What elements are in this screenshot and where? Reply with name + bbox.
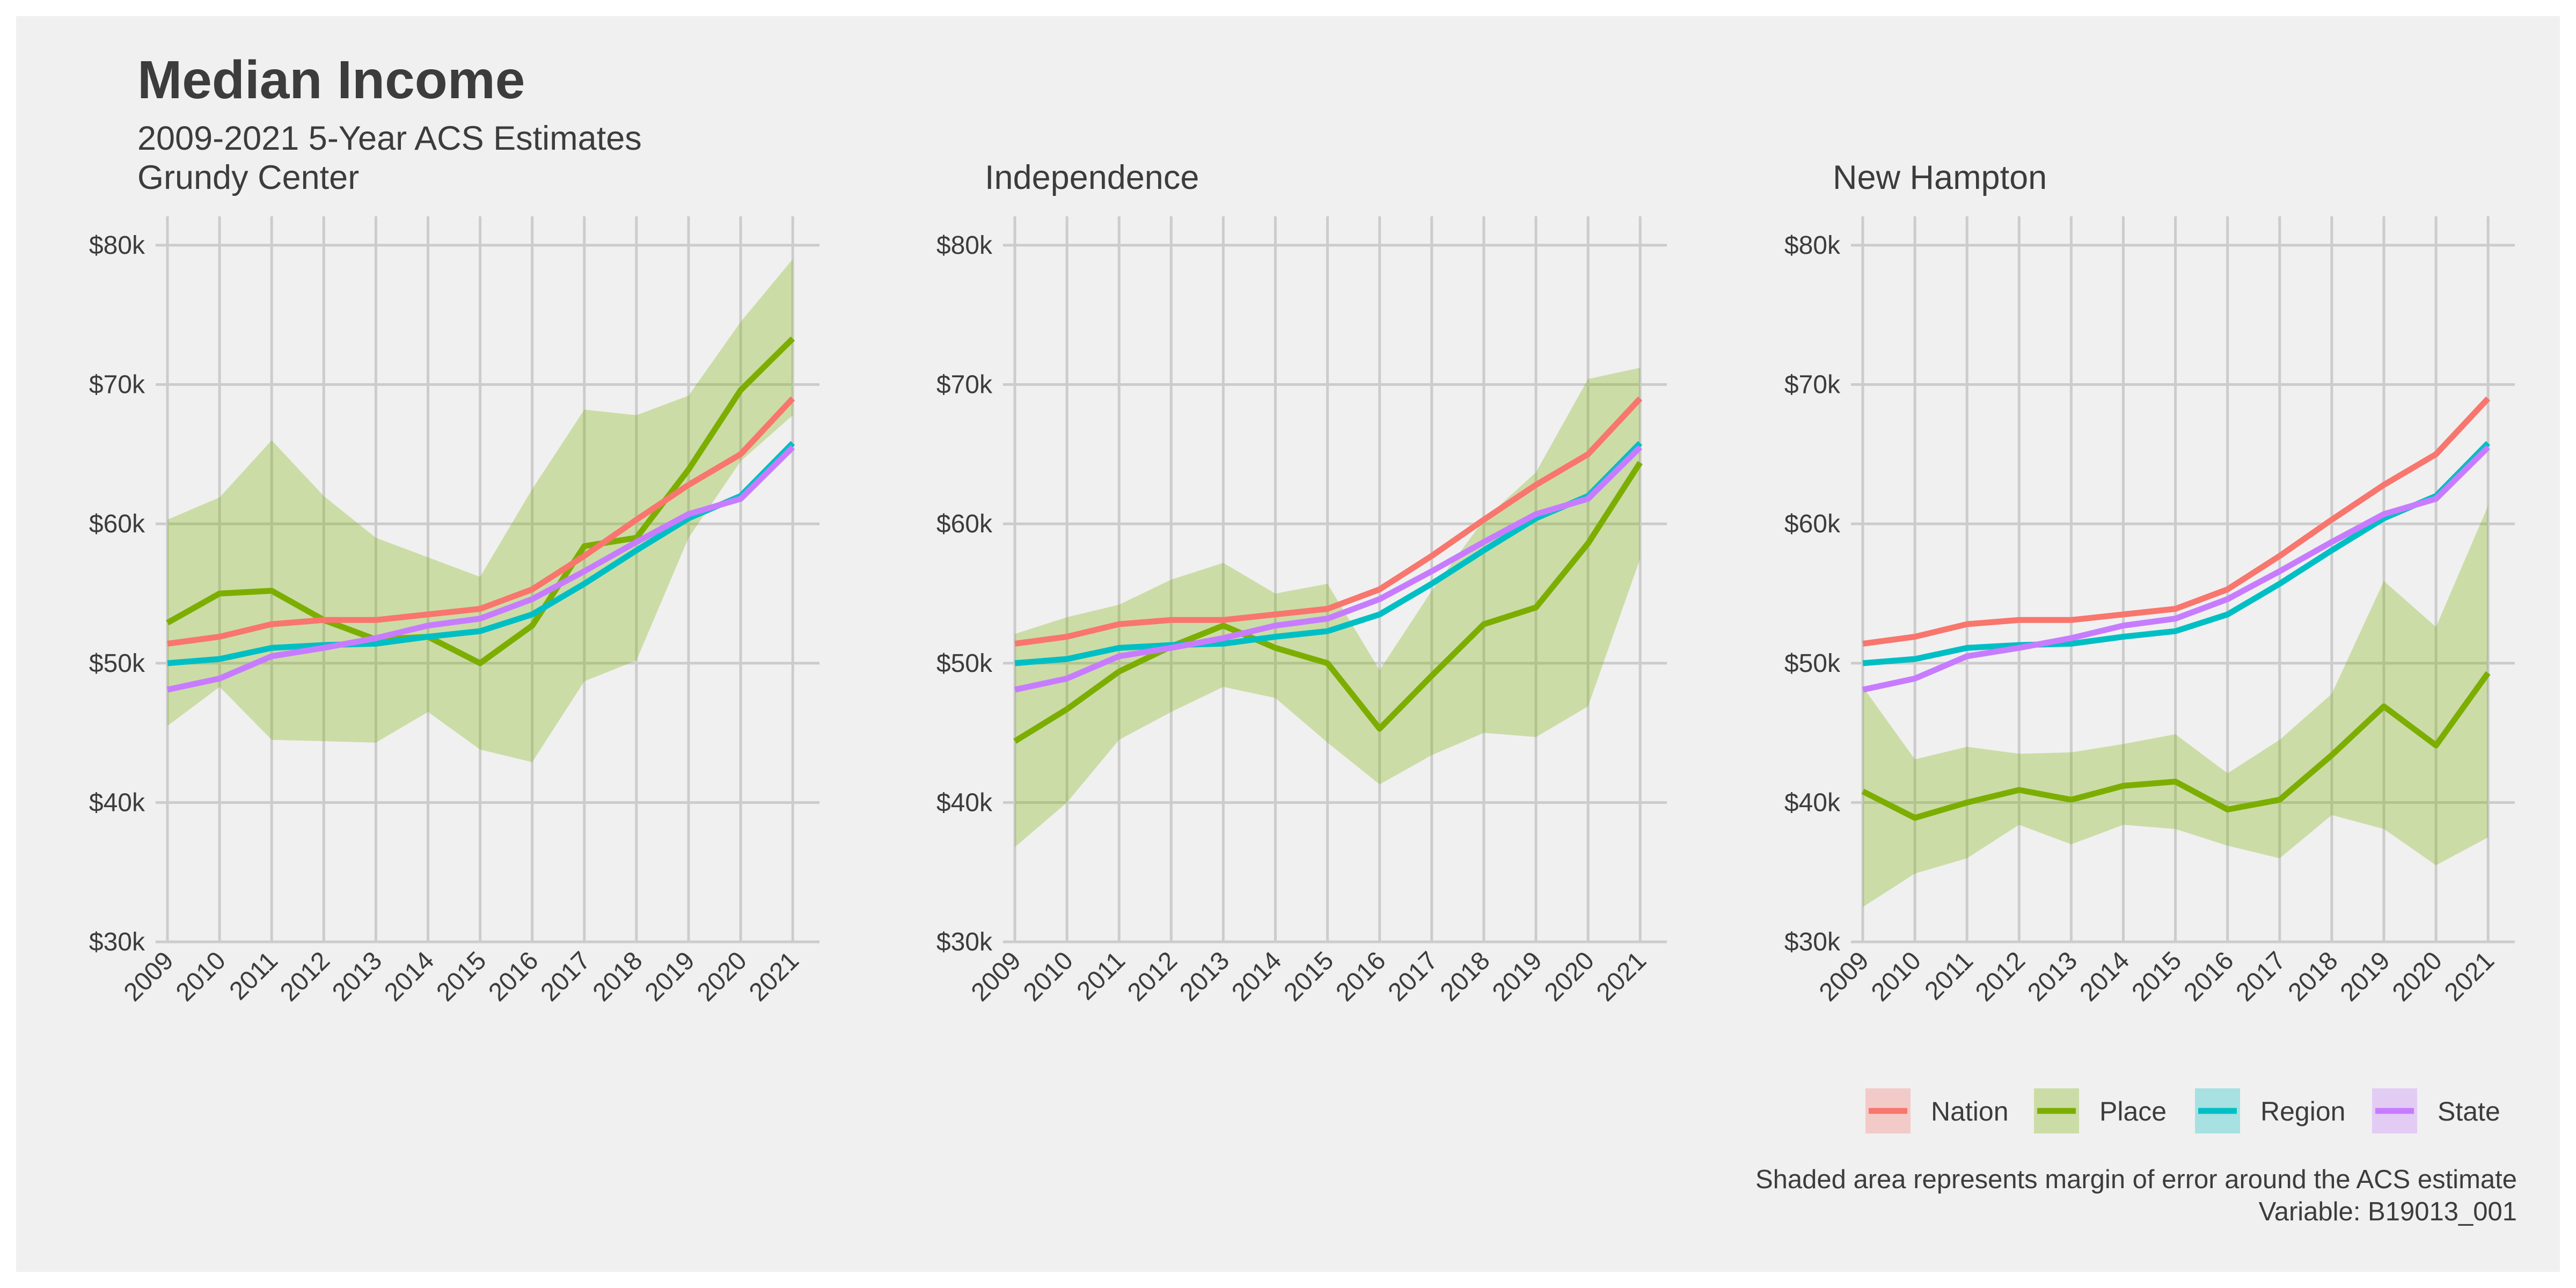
panel-grundy-center-ytick-80000: $80k [89, 231, 145, 260]
panel-new-hampton-ytick-40000: $40k [1784, 788, 1841, 817]
panel-new-hampton-line-region [1862, 441, 2491, 667]
panel-independence-xtick-2010: 2010 [1018, 946, 1079, 1007]
panel-independence-xtick-2018: 2018 [1435, 946, 1496, 1007]
panel-new-hampton-moe-band [1863, 506, 2489, 908]
panel-grundy-center-xtick-2019: 2019 [640, 946, 700, 1007]
chart-caption: Shaded area represents margin of error a… [1755, 1163, 2517, 1228]
panel-grundy-center-xtick-2020: 2020 [692, 946, 752, 1007]
panel-grundy-center-ytick-60000: $60k [89, 510, 145, 538]
panel-independence-ytick-60000: $60k [936, 510, 993, 538]
panel-independence-ytick-50000: $50k [936, 649, 993, 678]
panel-independence-line-region [1014, 441, 1643, 667]
panel-new-hampton-xtick-2013: 2013 [2022, 946, 2083, 1007]
panel-new-hampton-xtick-2014: 2014 [2074, 946, 2135, 1007]
panel-new-hampton-ytick-80000: $80k [1784, 231, 1841, 260]
panel-new-hampton-xtick-2015: 2015 [2126, 946, 2187, 1007]
panel-grundy-center-xtick-2013: 2013 [327, 946, 387, 1007]
chart-subtitle: 2009-2021 5-Year ACS Estimates [137, 120, 642, 157]
panel-new-hampton-xtick-2018: 2018 [2283, 946, 2344, 1007]
panel-new-hampton-ytick-30000: $30k [1784, 928, 1841, 956]
panel-new-hampton-xtick-2010: 2010 [1866, 946, 1927, 1007]
panel-new-hampton-xtick-2020: 2020 [2387, 946, 2448, 1007]
legend-label-region: Region [2260, 1096, 2345, 1126]
panel-grundy-center-xtick-2017: 2017 [536, 946, 596, 1007]
panel-independence-line-state [1014, 445, 1643, 693]
panel-independence-title: Independence [985, 159, 1199, 196]
panel-new-hampton-title: New Hampton [1833, 159, 2047, 196]
panel-grundy-center-xtick-2010: 2010 [171, 946, 231, 1007]
panel-grundy-center-xtick-2016: 2016 [483, 946, 544, 1007]
panel-new-hampton-xtick-2012: 2012 [1970, 946, 2031, 1007]
legend-label-nation: Nation [1931, 1096, 2009, 1126]
panel-new-hampton-line-state [1862, 445, 2491, 693]
panel-new-hampton-ytick-50000: $50k [1784, 649, 1841, 678]
panel-grundy-center-ytick-70000: $70k [89, 371, 145, 399]
panel-grundy-center-ytick-50000: $50k [89, 649, 145, 678]
panel-independence-xtick-2016: 2016 [1330, 946, 1391, 1007]
panel-grundy-center-title: Grundy Center [137, 159, 359, 196]
panel-new-hampton-ytick-60000: $60k [1784, 510, 1841, 538]
panel-independence-ytick-30000: $30k [936, 928, 993, 956]
panel-independence-xtick-2017: 2017 [1383, 946, 1444, 1007]
panel-grundy-center-line-nation [167, 396, 795, 647]
panel-new-hampton-xtick-2011: 2011 [1920, 946, 1979, 1005]
panel-grundy-center-moe-band [167, 259, 793, 763]
panel-new-hampton-xtick-2019: 2019 [2335, 946, 2396, 1007]
panel-grundy-center-xtick-2018: 2018 [588, 946, 648, 1007]
panel-grundy-center-xtick-2014: 2014 [379, 946, 440, 1007]
panel-new-hampton-ytick-70000: $70k [1784, 371, 1841, 399]
panel-grundy-center-xtick-2015: 2015 [431, 946, 492, 1007]
panel-independence-xtick-2020: 2020 [1539, 946, 1600, 1007]
panel-independence-xtick-2014: 2014 [1226, 946, 1287, 1007]
panel-grundy-center-xtick-2011: 2011 [224, 946, 283, 1005]
panel-grundy-center-xtick-2021: 2021 [744, 946, 804, 1007]
panel-independence-ytick-40000: $40k [936, 788, 993, 817]
panel-independence-line-place [1013, 460, 1643, 744]
panel-independence-xtick-2012: 2012 [1122, 946, 1183, 1007]
panel-independence-xtick-2015: 2015 [1278, 946, 1339, 1007]
panel-independence-ytick-80000: $80k [936, 231, 993, 260]
panel-new-hampton-xtick-2021: 2021 [2439, 946, 2500, 1007]
panel-grundy-center-line-state [166, 445, 795, 693]
panel-independence-ytick-70000: $70k [936, 371, 993, 399]
panel-independence-line-nation [1014, 396, 1643, 647]
caption-line-variable: Variable: B19013_001 [2258, 1197, 2517, 1226]
panel-independence-xtick-2021: 2021 [1591, 946, 1652, 1007]
panel-new-hampton-line-nation [1862, 396, 2491, 647]
panel-grundy-center-xtick-2012: 2012 [275, 946, 335, 1007]
panel-new-hampton-xtick-2017: 2017 [2231, 946, 2292, 1007]
panel-new-hampton-xtick-2016: 2016 [2178, 946, 2239, 1007]
legend-label-state: State [2438, 1096, 2500, 1126]
panel-grundy-center-line-region [167, 441, 795, 667]
panel-new-hampton-line-place [1861, 671, 2491, 821]
panel-independence-xtick-2019: 2019 [1487, 946, 1548, 1007]
legend-label-place: Place [2099, 1096, 2167, 1126]
panel-grundy-center-ytick-30000: $30k [89, 928, 145, 956]
caption-line-moe: Shaded area represents margin of error a… [1755, 1165, 2517, 1194]
chart-title: Median Income [137, 50, 525, 110]
panel-grundy-center-line-place [166, 336, 795, 667]
panel-independence-xtick-2013: 2013 [1174, 946, 1235, 1007]
panel-independence-xtick-2011: 2011 [1072, 946, 1131, 1005]
panel-grundy-center-ytick-40000: $40k [89, 788, 145, 817]
